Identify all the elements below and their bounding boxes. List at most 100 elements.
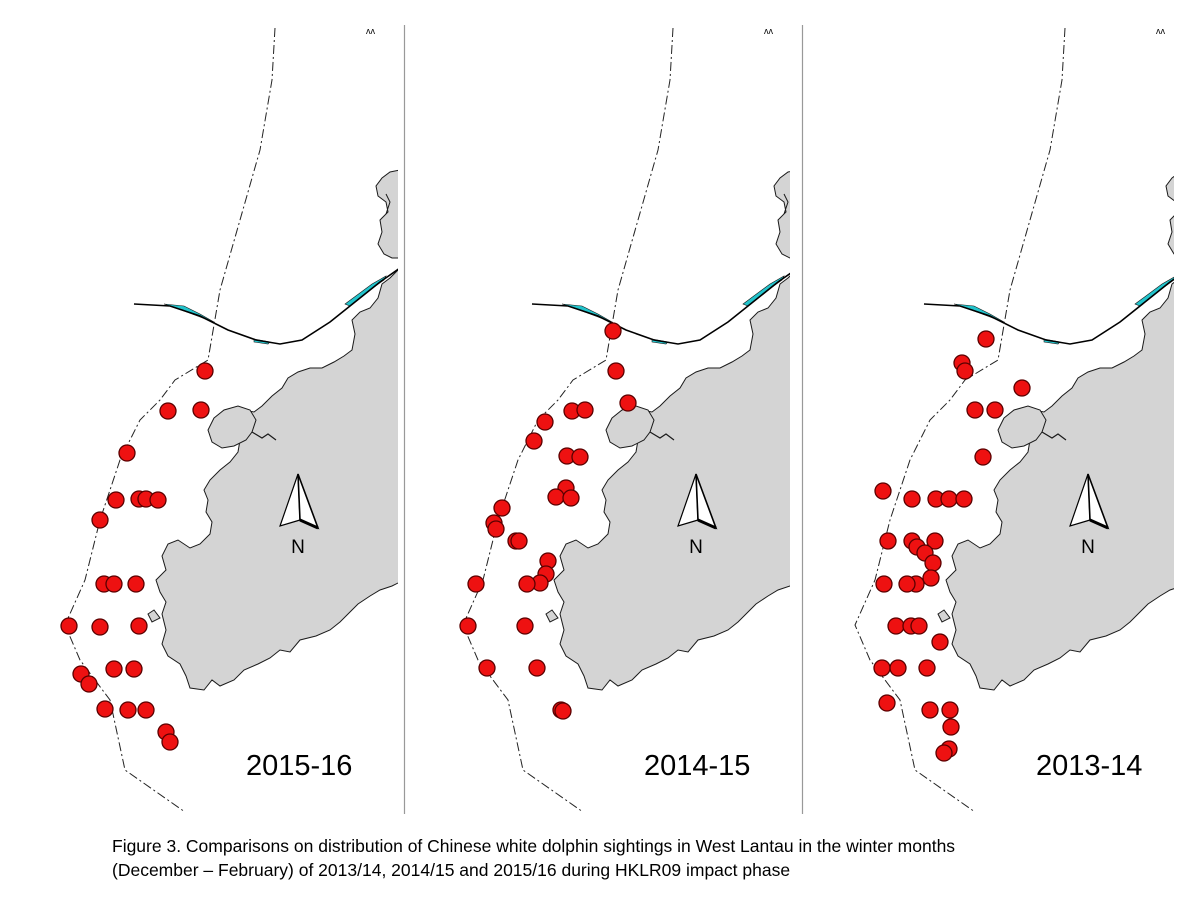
dolphin-sighting-marker bbox=[878, 694, 896, 712]
lantau-landmass bbox=[945, 281, 1174, 691]
dolphin-sighting-marker bbox=[149, 491, 167, 509]
dolphin-sighting-marker bbox=[926, 532, 944, 550]
dolphin-sighting-marker bbox=[576, 401, 594, 419]
north-label: N bbox=[291, 537, 305, 558]
bridge-reclamation bbox=[163, 275, 387, 345]
map-panel-2013-14: ᴧᴧ N 2013-14 bbox=[854, 26, 1180, 813]
caption-line-2: (December – February) of 2013/14, 2014/1… bbox=[112, 860, 791, 880]
dolphin-sighting-marker bbox=[966, 401, 984, 419]
dolphin-sighting-marker bbox=[1013, 379, 1031, 397]
map-panel-2015-16: ᴧᴧ N 2015-16 bbox=[60, 26, 398, 813]
dolphin-sighting-marker bbox=[941, 701, 959, 719]
dolphin-sighting-marker bbox=[619, 394, 637, 412]
corner-mark: ᴧᴧ bbox=[366, 26, 376, 36]
lantau-landmass bbox=[553, 275, 790, 691]
dolphin-sighting-marker bbox=[974, 448, 992, 466]
tai-o-island bbox=[207, 405, 257, 449]
dolphin-sighting-marker bbox=[922, 569, 940, 587]
coastline-detail bbox=[251, 431, 277, 441]
dolphin-sighting-marker bbox=[91, 511, 109, 529]
dolphin-sighting-marker bbox=[91, 618, 109, 636]
dolphin-sighting-marker bbox=[571, 448, 589, 466]
dolphin-sighting-marker bbox=[137, 701, 155, 719]
dolphin-sighting-marker bbox=[607, 362, 625, 380]
dolphin-sighting-marker bbox=[924, 554, 942, 572]
tai-o-island bbox=[997, 405, 1047, 449]
dolphin-sighting-marker bbox=[105, 660, 123, 678]
north-arrow-shadow bbox=[1089, 518, 1109, 530]
dolphin-sighting-marker bbox=[986, 401, 1004, 419]
hzmb-bridge-alignment bbox=[923, 278, 1174, 345]
dolphin-sighting-marker bbox=[547, 488, 565, 506]
dolphin-sighting-marker bbox=[80, 675, 98, 693]
small-islet bbox=[147, 609, 161, 623]
dolphin-sighting-marker bbox=[130, 617, 148, 635]
dolphin-sighting-marker bbox=[516, 617, 534, 635]
dolphin-sighting-marker bbox=[493, 499, 511, 517]
dolphin-sighting-marker bbox=[159, 402, 177, 420]
dolphin-sighting-marker bbox=[161, 733, 179, 751]
dolphin-sighting-marker bbox=[931, 633, 949, 651]
dolphin-sighting-marker bbox=[889, 659, 907, 677]
coastline-detail bbox=[649, 431, 675, 441]
dolphin-sighting-marker bbox=[942, 718, 960, 736]
dolphin-sighting-marker bbox=[935, 744, 953, 762]
dolphin-sighting-marker bbox=[127, 575, 145, 593]
bridge-reclamation bbox=[561, 275, 785, 345]
dolphin-sighting-marker bbox=[918, 659, 936, 677]
dolphin-sighting-marker bbox=[119, 701, 137, 719]
lantau-landmass bbox=[155, 269, 398, 691]
north-arrow-icon bbox=[677, 473, 718, 530]
north-arrow-shadow bbox=[299, 518, 319, 530]
boundary-line bbox=[64, 27, 276, 813]
dolphin-sighting-marker bbox=[874, 482, 892, 500]
north-label: N bbox=[1081, 537, 1095, 558]
season-label: 2015-16 bbox=[246, 750, 352, 782]
dolphin-sighting-marker bbox=[910, 617, 928, 635]
chek-lap-kok-landmass bbox=[1165, 175, 1174, 255]
dolphin-sighting-marker bbox=[873, 659, 891, 677]
dolphin-sighting-marker bbox=[536, 413, 554, 431]
dolphin-sighting-marker bbox=[525, 432, 543, 450]
dolphin-sighting-marker bbox=[898, 575, 916, 593]
dolphin-sighting-marker bbox=[196, 362, 214, 380]
dolphin-sighting-marker bbox=[118, 444, 136, 462]
hzmb-bridge-alignment bbox=[133, 268, 398, 345]
north-arrow-icon bbox=[1069, 473, 1110, 530]
dolphin-sighting-marker bbox=[125, 660, 143, 678]
dolphin-sighting-marker bbox=[940, 490, 958, 508]
dolphin-sighting-marker bbox=[977, 330, 995, 348]
map-panel-2014-15: ᴧᴧ N 2014-15 bbox=[459, 26, 790, 813]
coastline-detail bbox=[385, 193, 391, 215]
north-label: N bbox=[689, 537, 703, 558]
dolphin-sighting-marker bbox=[105, 575, 123, 593]
dolphin-sighting-marker bbox=[510, 532, 528, 550]
season-label: 2014-15 bbox=[644, 750, 750, 782]
dolphin-sighting-marker bbox=[554, 702, 572, 720]
dolphin-sighting-marker bbox=[96, 700, 114, 718]
dolphin-sighting-marker bbox=[879, 532, 897, 550]
north-arrow-icon bbox=[279, 473, 320, 530]
dolphin-sighting-marker bbox=[518, 575, 536, 593]
survey-map-figure: ᴧᴧ N 2015-16 ᴧᴧ N 2014-15 ᴧᴧ N 2013-14 bbox=[60, 25, 1180, 814]
dolphin-sighting-marker bbox=[467, 575, 485, 593]
hzmb-bridge-alignment bbox=[531, 272, 790, 345]
caption-line-1: Figure 3. Comparisons on distribution of… bbox=[112, 836, 956, 856]
dolphin-sighting-marker bbox=[955, 490, 973, 508]
north-arrow-shadow bbox=[697, 518, 717, 530]
dolphin-sighting-marker bbox=[875, 575, 893, 593]
dolphin-sighting-marker bbox=[604, 322, 622, 340]
dolphin-sighting-marker bbox=[487, 520, 505, 538]
dolphin-sighting-marker bbox=[478, 659, 496, 677]
dolphin-sighting-marker bbox=[562, 489, 580, 507]
coastline-detail bbox=[1041, 431, 1067, 441]
coastline-detail bbox=[1176, 194, 1180, 214]
dolphin-sighting-marker bbox=[459, 617, 477, 635]
dolphin-sighting-marker bbox=[921, 701, 939, 719]
figure-caption: Figure 3. Comparisons on distribution of… bbox=[112, 834, 1112, 882]
chek-lap-kok-landmass bbox=[773, 171, 790, 259]
corner-mark: ᴧᴧ bbox=[764, 26, 774, 36]
dolphin-sighting-marker bbox=[528, 659, 546, 677]
dolphin-sighting-marker bbox=[60, 617, 78, 635]
dolphin-sighting-marker bbox=[903, 490, 921, 508]
